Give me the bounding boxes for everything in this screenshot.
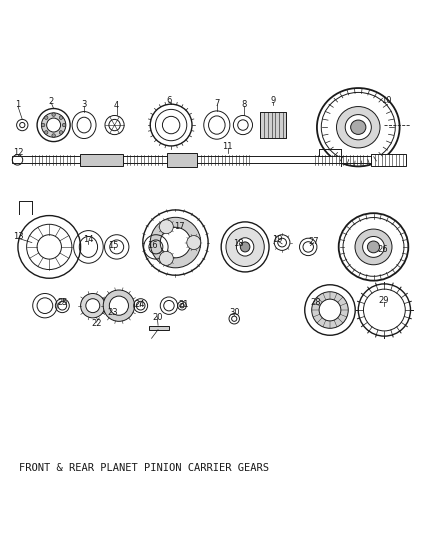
Circle shape [103,290,134,321]
Text: 21: 21 [178,300,189,309]
Text: 15: 15 [109,241,119,250]
Ellipse shape [355,229,392,265]
Text: 13: 13 [13,232,23,241]
Text: 4: 4 [114,101,119,110]
Text: 25: 25 [57,298,67,306]
Text: FRONT & REAR PLANET PINION CARRIER GEARS: FRONT & REAR PLANET PINION CARRIER GEARS [19,463,269,473]
Ellipse shape [339,213,408,281]
Circle shape [59,116,63,119]
Text: 26: 26 [377,245,388,254]
Circle shape [52,113,55,116]
Circle shape [42,123,45,127]
Ellipse shape [321,92,395,162]
Text: 14: 14 [83,235,94,244]
Circle shape [150,217,201,268]
Ellipse shape [367,241,380,253]
Bar [167,153,197,167]
Ellipse shape [336,107,380,148]
Text: 16: 16 [148,241,158,250]
Text: 2: 2 [49,98,54,107]
Text: 11: 11 [223,142,233,151]
Text: 20: 20 [152,313,162,322]
Text: 9: 9 [271,96,276,105]
Text: 27: 27 [308,237,319,246]
Circle shape [159,220,173,233]
Bar [149,326,169,329]
Bar [260,112,286,138]
Text: 30: 30 [229,308,240,317]
Ellipse shape [317,88,399,166]
Circle shape [47,118,60,132]
Circle shape [110,296,128,315]
Circle shape [160,228,191,258]
Text: 7: 7 [214,99,219,108]
Text: 24: 24 [134,300,145,309]
Ellipse shape [351,120,366,134]
Text: 19: 19 [272,235,283,244]
Circle shape [159,252,173,265]
Circle shape [42,113,66,137]
Text: 1: 1 [15,100,21,109]
Ellipse shape [226,228,264,266]
Circle shape [45,131,48,134]
Text: 12: 12 [13,148,23,157]
Text: 8: 8 [241,100,247,109]
Circle shape [52,134,55,137]
Bar [371,154,406,166]
Circle shape [312,292,348,328]
Ellipse shape [240,242,250,252]
Circle shape [81,294,105,318]
Ellipse shape [343,217,404,276]
Circle shape [305,285,355,335]
Text: 29: 29 [378,296,389,305]
Text: 22: 22 [91,319,102,328]
Circle shape [59,131,63,134]
Text: 6: 6 [166,96,172,105]
Text: 10: 10 [381,96,392,105]
Circle shape [187,236,201,249]
Bar [12,156,406,163]
Text: 23: 23 [107,308,118,317]
Ellipse shape [221,222,269,272]
Bar [80,154,123,166]
Circle shape [45,116,48,119]
Ellipse shape [363,237,385,257]
Circle shape [319,299,341,321]
Ellipse shape [345,115,371,140]
Text: 17: 17 [173,222,184,231]
Text: 18: 18 [233,239,244,248]
Ellipse shape [237,238,254,256]
Text: 28: 28 [310,298,321,306]
Text: 3: 3 [81,100,87,109]
Circle shape [143,210,208,275]
Circle shape [86,298,100,313]
Circle shape [62,123,66,127]
